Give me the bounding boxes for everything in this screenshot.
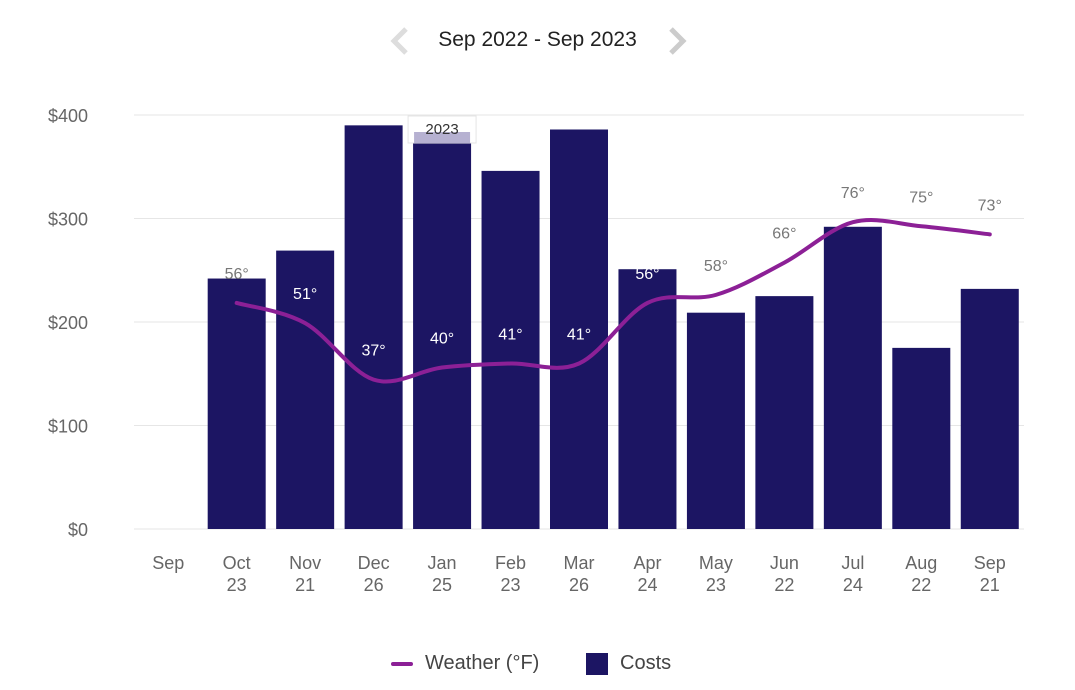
weather-point-label: 51° [293, 286, 317, 303]
legend-label-weather: Weather (°F) [425, 652, 540, 674]
date-range-header: Sep 2022 - Sep 2023 [0, 22, 1075, 62]
weather-point-label: 76° [841, 185, 865, 202]
x-tick-label: Apr [633, 553, 661, 573]
weather-point-label: 41° [498, 327, 522, 344]
weather-line [234, 218, 992, 384]
weather-point-label: 75° [909, 189, 933, 206]
chevron-left-icon [390, 27, 408, 55]
cost-bar [755, 296, 814, 529]
date-range-label: Sep 2022 - Sep 2023 [438, 28, 637, 51]
y-tick-label: $300 [48, 210, 88, 230]
cost-bar [344, 125, 403, 529]
previous-period-button[interactable] [386, 26, 414, 56]
legend-item-costs[interactable]: Costs [586, 652, 671, 675]
cost-bar [276, 250, 335, 529]
x-tick-label: Nov [289, 553, 321, 573]
cost-bar [413, 133, 472, 529]
weather-point-label: 56° [225, 266, 249, 283]
x-tick-day-label: 26 [569, 575, 589, 595]
x-tick-label: Jan [428, 553, 457, 573]
cost-bar [550, 129, 608, 530]
cost-bar [207, 278, 266, 529]
x-tick-label: Mar [564, 553, 595, 573]
weather-point-label: 56° [635, 266, 659, 283]
y-tick-label: $100 [48, 417, 88, 437]
weather-line-swatch [391, 661, 413, 666]
cost-bar [823, 226, 882, 529]
legend-label-costs: Costs [620, 652, 672, 674]
x-tick-label: Dec [358, 553, 390, 573]
weather-point-label: 40° [430, 331, 454, 348]
x-tick-label: May [699, 553, 733, 573]
x-tick-day-label: 24 [843, 575, 863, 595]
x-tick-label: Jul [841, 553, 864, 573]
weather-point-label: 66° [772, 226, 796, 243]
cost-bar [618, 269, 677, 529]
chart-legend: Weather (°F) Costs [0, 652, 1075, 682]
x-tick-day-label: 21 [980, 575, 1000, 595]
cost-bar [686, 312, 745, 529]
costs-bar-swatch [586, 652, 608, 675]
y-tick-label: $0 [68, 520, 88, 540]
x-tick-day-label: 24 [637, 575, 657, 595]
chevron-right-icon [669, 27, 687, 55]
y-tick-label: $400 [48, 106, 88, 126]
x-tick-day-label: 23 [227, 575, 247, 595]
y-tick-label: $200 [48, 313, 88, 333]
weather-point-label: 73° [978, 197, 1002, 214]
weather-point-label: 41° [567, 327, 591, 344]
x-tick-day-label: 26 [364, 575, 384, 595]
weather-point-label: 58° [704, 258, 728, 275]
cost-bar [960, 288, 1019, 529]
legend-item-weather[interactable]: Weather (°F) [391, 652, 539, 675]
x-tick-day-label: 23 [706, 575, 726, 595]
tooltip-highlight [414, 132, 471, 143]
x-tick-label: Sep [974, 553, 1006, 573]
next-period-button[interactable] [663, 26, 691, 56]
x-tick-day-label: 22 [911, 575, 931, 595]
tooltip-label: 2023 [425, 121, 458, 138]
weather-point-label: 37° [362, 343, 386, 360]
cost-bar [892, 347, 951, 529]
x-tick-label: Sep [152, 553, 184, 573]
x-tick-day-label: 25 [432, 575, 452, 595]
x-tick-day-label: 21 [295, 575, 315, 595]
cost-bar [481, 170, 540, 529]
x-tick-label: Jun [770, 553, 799, 573]
x-tick-label: Aug [905, 553, 937, 573]
x-tick-day-label: 22 [774, 575, 794, 595]
x-tick-label: Feb [495, 553, 526, 573]
x-tick-day-label: 23 [501, 575, 521, 595]
x-tick-label: Oct [223, 553, 251, 573]
